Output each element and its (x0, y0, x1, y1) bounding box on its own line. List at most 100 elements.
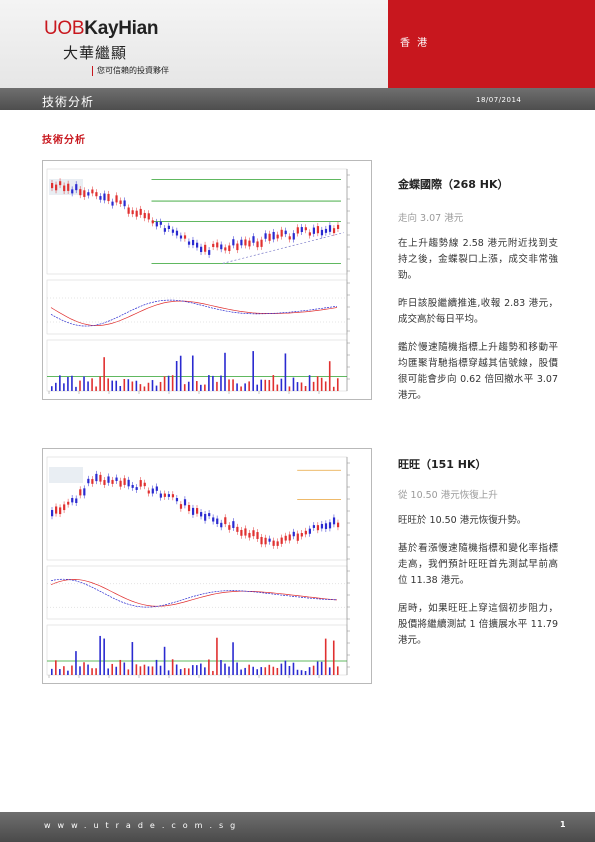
candle-body (252, 530, 255, 537)
volume-bar (204, 667, 206, 675)
volume-bar (196, 665, 198, 675)
header-right-panel (388, 0, 595, 88)
candle-body (131, 210, 134, 215)
section-bar (0, 88, 595, 110)
volume-bar (272, 666, 275, 675)
volume-bar (332, 640, 335, 675)
volume-bar (111, 380, 114, 391)
candle-body (179, 235, 183, 239)
volume-bar (244, 383, 246, 391)
volume-bar (179, 355, 182, 391)
candle-body (248, 240, 251, 247)
volume-bar (55, 660, 57, 675)
volume-bar (252, 666, 254, 675)
volume-bar (75, 386, 77, 391)
volume-bar (191, 355, 194, 391)
candle-body (300, 227, 303, 233)
volume-bar (284, 660, 287, 675)
volume-bar (260, 667, 263, 675)
candle-body (232, 521, 235, 528)
volume-bar (320, 377, 323, 391)
candle-body (155, 486, 158, 491)
volume-bar (332, 386, 335, 391)
stock-commentary-151: 旺旺（151 HK） 從 10.50 港元恢復上升 旺旺於 10.50 港元恢復… (398, 456, 558, 649)
volume-bar (292, 662, 295, 675)
candle-body (228, 525, 231, 530)
candle-body (280, 229, 283, 237)
volume-bar (308, 375, 311, 391)
volume-bar (147, 666, 150, 675)
candle-body (95, 473, 98, 482)
candle-body (300, 533, 303, 537)
candle-body (127, 207, 130, 214)
candle-body (220, 522, 223, 528)
volume-bar (107, 378, 109, 391)
candle-body (256, 241, 259, 248)
candle-body (183, 499, 187, 506)
candle-body (256, 532, 259, 539)
candle-body (167, 494, 171, 497)
chart-panel-frame (46, 565, 348, 620)
candle-body (272, 540, 275, 546)
oscillator-line (50, 300, 338, 326)
volume-bar (59, 669, 61, 675)
candle-body (316, 226, 320, 234)
candle-body (115, 195, 118, 203)
candle-body (332, 517, 336, 525)
watermark-logo (49, 467, 83, 483)
paragraph: 基於看漲慢速隨機指標和變化率指標走高，我們預計旺旺首先測試早前高位 11.38 … (398, 543, 558, 586)
volume-bar (324, 638, 327, 675)
candle-body (252, 236, 255, 243)
volume-bar (248, 664, 250, 675)
paragraph: 居時，如果旺旺上穿這個初步阻力，股價將繼續測試 1 倍擴展水平 11.79 港元… (398, 603, 558, 646)
volume-bar (224, 663, 226, 675)
volume-bar (308, 667, 311, 675)
candle-body (63, 185, 66, 192)
candle-body (171, 229, 175, 233)
candle-body (107, 193, 110, 202)
candle-body (71, 498, 74, 503)
volume-bar (91, 378, 93, 391)
volume-bar (123, 379, 126, 391)
volume-bar (167, 670, 170, 675)
candle-body (328, 522, 332, 529)
candle-body (175, 230, 179, 236)
candle-body (284, 535, 287, 541)
page-title: 技術分析 (42, 135, 86, 146)
volume-bar (139, 666, 142, 675)
volume-bar (300, 670, 303, 675)
volume-bar (304, 386, 307, 391)
volume-bar (228, 666, 230, 675)
candle-body (191, 507, 195, 515)
candle-body (284, 230, 287, 235)
volume-bar (135, 380, 138, 391)
candle-body (236, 243, 239, 251)
volume-bar (63, 383, 65, 391)
candle-body (91, 479, 94, 484)
candle-body (131, 484, 134, 488)
candle-body (51, 510, 54, 517)
candle-body (208, 513, 211, 517)
candle-body (296, 533, 299, 541)
volume-bar (83, 376, 85, 391)
volume-bar (63, 666, 65, 675)
volume-bar (252, 351, 254, 391)
volume-bar (208, 375, 210, 391)
volume-bar (91, 668, 93, 675)
volume-bar (296, 669, 299, 675)
candle-body (320, 523, 324, 529)
candle-body (264, 537, 267, 545)
volume-bar (59, 375, 61, 391)
volume-bar (143, 664, 146, 675)
candle-body (179, 504, 183, 509)
candle-body (336, 224, 340, 229)
candle-body (216, 518, 219, 525)
candle-body (280, 537, 283, 544)
candle-body (71, 189, 74, 194)
candle-body (63, 504, 66, 511)
candle-body (304, 530, 307, 535)
candle-body (79, 489, 82, 496)
volume-bar (228, 379, 230, 391)
volume-bar (244, 667, 246, 675)
volume-bar (288, 386, 291, 391)
